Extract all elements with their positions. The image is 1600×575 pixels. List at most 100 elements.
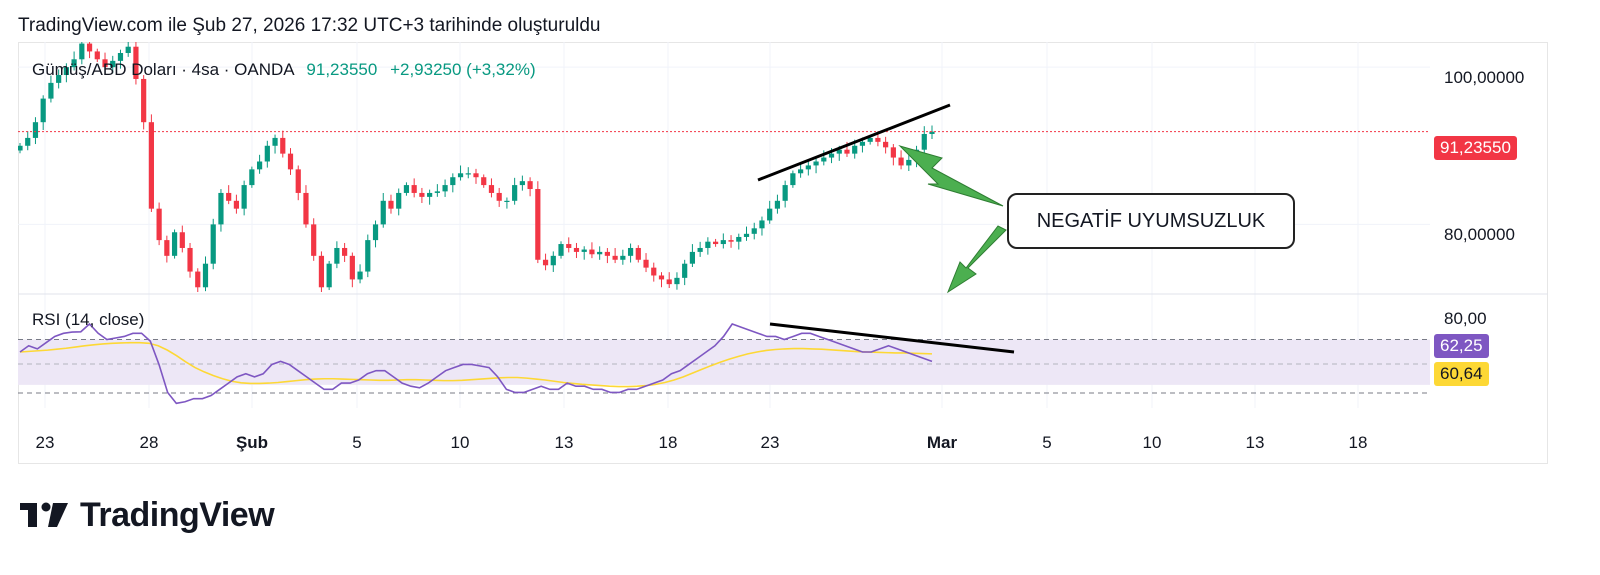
candle-body [736,236,742,242]
tradingview-wordmark: TradingView [80,496,275,534]
candle-body [287,153,294,170]
candle-body [496,192,502,201]
candle-body [71,59,77,68]
candle-body [643,259,649,268]
rsi-ma-line [19,341,933,388]
candle-body [148,122,154,209]
candle-body [581,249,587,252]
candle-body [566,244,572,248]
candle-body [218,192,224,225]
chart-frame [18,42,1548,464]
candle-body [411,185,417,193]
candle-body [689,251,696,264]
symbol-name: Gümüş/ABD Doları · 4sa · OANDA [32,60,294,79]
price-tick-label: 80,00000 [1444,225,1515,244]
x-tick-label: 23 [35,433,55,452]
rsi-legend: RSI (14, close) [32,310,145,329]
candle-body [133,46,139,79]
candle-body [18,145,23,151]
candle-body [326,263,332,288]
x-tick-label: 5 [352,433,362,452]
candle-body [48,82,54,99]
candle-body [318,255,325,288]
candle-body [280,137,286,154]
candle-body [535,189,541,260]
candle-body [372,224,379,241]
price-trend-line [757,103,951,182]
rsi-tick-label: 80,00 [1444,309,1487,328]
candle-body [79,43,85,60]
candle-body [635,247,641,260]
candle-body [403,185,410,193]
x-tick-label: 5 [1042,433,1052,452]
candle-body [210,224,216,264]
x-tick-label: 18 [1348,433,1368,452]
candle-body [712,241,719,245]
rsi-line [19,322,933,405]
candle-body [898,157,904,166]
candle-body [349,255,355,280]
x-tick-label: Şub [235,433,269,452]
legend-price: 91,23550 [306,60,378,79]
candle-body [457,173,464,178]
x-tick-label: 13 [554,433,574,452]
candle-body [32,122,39,138]
candle-body [867,137,873,142]
candle-body [666,279,672,285]
x-tick-label: 28 [139,433,159,452]
candle-body [836,149,842,154]
candle-body [890,147,896,158]
candle-body [852,145,858,154]
candle-body [906,159,912,166]
candle-body [94,51,100,60]
x-tick-label: 13 [1245,433,1265,452]
candle-body [473,173,479,178]
chart-caption: TradingView.com ile Şub 27, 2026 17:32 U… [18,15,601,36]
candle-body [798,169,804,174]
candle-body [682,263,688,278]
x-tick-label: 10 [450,433,470,452]
x-tick-label: 10 [1142,433,1162,452]
rsi-trend-line [769,322,1015,354]
candle-body [658,275,665,280]
symbol-legend: Gümüş/ABD Doları · 4sa · OANDA 91,23550 … [32,60,536,80]
candle-body [627,247,634,256]
rsi-band [18,339,1430,385]
candle-body [303,192,309,225]
candle-body [25,137,31,146]
candle-body [597,251,603,255]
rsi-ma-badge: 60,64 [1434,362,1489,386]
candle-body [488,185,495,193]
x-tick-label: 18 [658,433,678,452]
candle-body [241,185,247,209]
candle-body [651,267,657,276]
candle-body [929,131,935,134]
candle-body [117,53,124,61]
candle-body [264,145,270,162]
candle-body [63,67,69,76]
candle-body [782,185,788,201]
candle-body [542,259,549,266]
candle-body [249,169,255,186]
candle-body [272,137,278,146]
candle-body [295,169,301,193]
last-price-badge: 91,23550 [1434,136,1517,160]
annotation-arrow-price [898,144,1004,207]
candle-body [419,192,425,197]
candle-body [141,78,147,123]
candles-group [18,42,935,292]
candle-body [226,192,232,201]
legend-change: +2,93250 (+3,32%) [390,60,536,79]
candle-body [388,200,394,209]
candle-body [450,177,456,186]
candle-body [56,75,62,83]
candle-body [767,208,773,221]
candle-body [427,192,433,197]
x-tick-label: 23 [760,433,780,452]
candle-body [751,228,757,234]
candle-body [233,200,240,209]
candle-body [171,232,178,256]
candle-body [620,255,626,260]
candle-body [720,240,726,245]
